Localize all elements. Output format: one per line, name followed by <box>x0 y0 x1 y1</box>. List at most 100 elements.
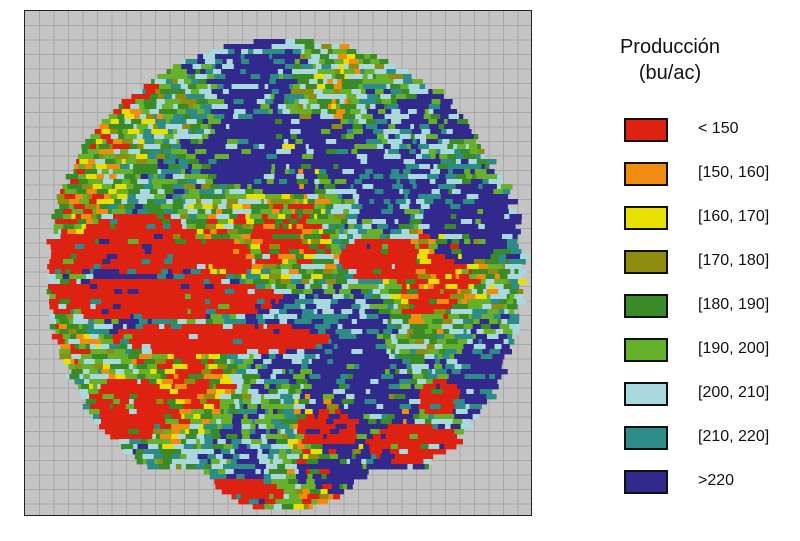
yield-cell <box>109 389 115 395</box>
yield-cell <box>307 474 313 480</box>
yield-cell <box>77 264 84 270</box>
yield-cell <box>445 199 454 205</box>
yield-cell <box>53 224 64 230</box>
yield-cell <box>410 134 416 140</box>
yield-cell <box>163 159 168 165</box>
yield-cell <box>322 309 335 315</box>
yield-cell <box>241 349 248 355</box>
yield-cell <box>339 384 346 390</box>
yield-cell <box>213 334 222 340</box>
yield-cell <box>168 394 182 400</box>
yield-cell <box>223 444 234 450</box>
yield-cell <box>269 249 280 255</box>
yield-cell <box>228 349 239 355</box>
yield-cell <box>113 149 121 155</box>
yield-cell <box>452 434 458 440</box>
yield-cell <box>206 79 216 85</box>
yield-cell <box>172 129 178 135</box>
yield-cell <box>60 234 73 240</box>
yield-cell <box>268 354 277 360</box>
yield-cell <box>285 369 290 375</box>
yield-cell <box>196 264 207 270</box>
yield-cell <box>172 174 186 180</box>
yield-cell <box>463 259 475 265</box>
yield-cell <box>500 349 512 355</box>
yield-cell <box>188 144 198 150</box>
yield-cell <box>338 234 348 240</box>
yield-cell <box>384 64 396 70</box>
yield-cell <box>70 299 76 305</box>
yield-cell <box>299 454 304 460</box>
yield-cell <box>274 174 287 180</box>
yield-cell <box>373 439 379 445</box>
yield-cell <box>289 424 294 430</box>
yield-cell <box>220 434 227 440</box>
yield-cell <box>83 299 91 305</box>
yield-cell <box>203 279 211 285</box>
legend: Producción (bu/ac) < 150 [150, 160] [160… <box>600 34 790 494</box>
yield-cell <box>240 79 252 85</box>
yield-cell <box>218 109 232 115</box>
yield-cell <box>297 219 307 225</box>
yield-cell <box>294 339 303 345</box>
yield-cell <box>300 129 311 135</box>
yield-cell <box>347 84 359 90</box>
yield-cell <box>390 214 401 220</box>
yield-cell <box>99 424 110 430</box>
yield-cell <box>93 319 105 325</box>
yield-cell <box>245 279 254 285</box>
yield-cell <box>84 284 91 290</box>
yield-cell <box>394 354 399 360</box>
yield-cell <box>489 259 500 265</box>
yield-cell <box>168 344 175 350</box>
yield-cell <box>390 334 397 340</box>
yield-cell <box>184 79 192 85</box>
yield-cell <box>173 104 179 110</box>
yield-cell <box>300 74 307 80</box>
yield-cell <box>267 184 276 190</box>
yield-cell <box>207 194 219 200</box>
yield-cell <box>377 224 382 230</box>
yield-cell <box>337 149 349 155</box>
yield-cell <box>155 89 161 95</box>
yield-cell <box>118 279 131 285</box>
yield-cell <box>157 129 169 135</box>
yield-cell <box>298 344 303 350</box>
yield-cell <box>383 199 391 205</box>
yield-cell <box>114 289 123 295</box>
yield-cell <box>95 164 108 170</box>
yield-cell <box>419 124 430 130</box>
yield-cell <box>101 184 113 190</box>
yield-cell <box>321 164 335 170</box>
yield-cell <box>265 329 274 335</box>
yield-cell <box>96 209 109 215</box>
yield-cell <box>203 154 216 160</box>
yield-cell <box>245 89 250 95</box>
yield-cell <box>267 324 277 330</box>
yield-cell <box>409 149 417 155</box>
yield-cell <box>480 354 486 360</box>
yield-cell <box>319 369 333 375</box>
yield-cell <box>405 424 418 430</box>
yield-cell <box>143 184 154 190</box>
yield-cell <box>169 404 181 410</box>
yield-cell <box>308 119 314 125</box>
yield-cell <box>120 229 129 235</box>
yield-cell <box>195 69 201 75</box>
yield-cell <box>184 389 189 395</box>
yield-cell <box>87 289 97 295</box>
yield-cell <box>268 389 279 395</box>
yield-cell <box>418 224 431 230</box>
yield-cell <box>220 289 226 295</box>
yield-cell <box>441 449 446 455</box>
yield-cell <box>395 94 407 100</box>
yield-cell <box>278 229 285 235</box>
yield-cell <box>188 189 200 195</box>
yield-cell <box>284 94 292 100</box>
yield-cell <box>226 459 232 465</box>
yield-cell <box>328 339 333 345</box>
yield-cell <box>93 264 102 270</box>
yield-cell <box>459 169 465 175</box>
yield-cell <box>409 304 415 310</box>
yield-cell <box>414 429 427 435</box>
